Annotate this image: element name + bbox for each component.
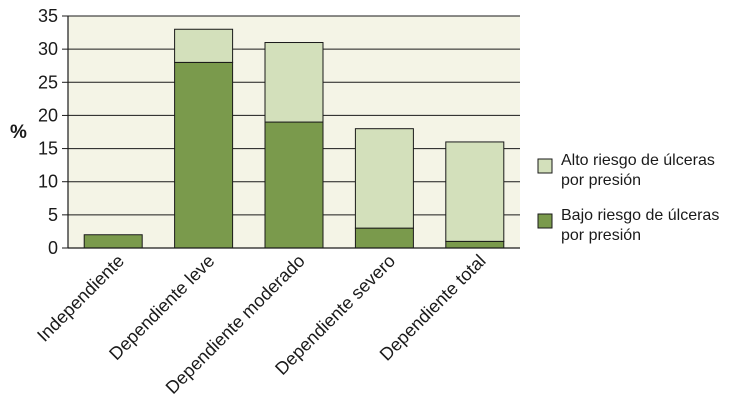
y-tick-label: 25 — [38, 72, 58, 92]
legend-label-line1: Bajo riesgo de úlceras — [561, 207, 719, 224]
bar-segment — [264, 121, 324, 249]
legend-label-line1: Alto riesgo de úlceras — [561, 152, 715, 169]
bar-segment — [83, 234, 143, 249]
y-tick-labels: 0 5 10 15 20 25 30 35 — [38, 6, 58, 258]
bar-segment — [445, 240, 505, 249]
legend-label-line2: por presión — [561, 172, 641, 189]
bar-segment — [264, 42, 324, 123]
bar-segment — [174, 61, 234, 249]
y-tick-label: 30 — [38, 39, 58, 59]
y-tick-label: 5 — [48, 205, 58, 225]
legend-swatch — [537, 213, 553, 229]
bar-segment — [354, 128, 414, 229]
legend-swatch — [537, 158, 553, 174]
y-axis-label: % — [10, 122, 27, 143]
y-tick-label: 0 — [48, 238, 58, 258]
legend: Alto riesgo de úlceras por presión Bajo ri… — [537, 152, 719, 244]
bars — [83, 28, 505, 249]
bar-segment — [445, 141, 505, 242]
legend-label-line2: por presión — [561, 227, 641, 244]
bar-segment — [354, 227, 414, 249]
y-tick-label: 35 — [38, 6, 58, 26]
x-tick-label: Independiente — [33, 251, 128, 346]
y-tick-label: 20 — [38, 105, 58, 125]
bar-segment — [174, 28, 234, 63]
y-tick-label: 15 — [38, 139, 58, 159]
axes — [67, 16, 520, 249]
y-tick-label: 10 — [38, 172, 58, 192]
